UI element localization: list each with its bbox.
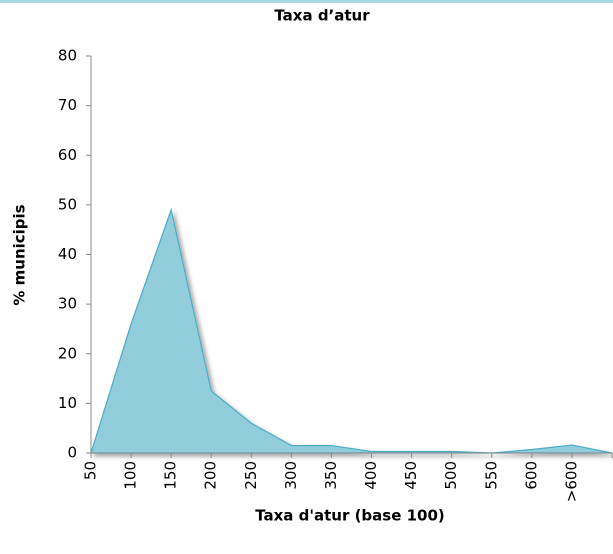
x-tick-label: 350 [322, 461, 340, 490]
x-tick-label: >600 [562, 461, 580, 502]
x-tick-label: 550 [482, 461, 500, 490]
y-tick-label: 0 [67, 444, 77, 462]
x-tick-label: 200 [202, 461, 220, 490]
x-tick-label: 150 [162, 461, 180, 490]
y-tick-label: 40 [58, 245, 77, 263]
x-tick-label: 300 [282, 461, 300, 490]
chart-title: Taxa d’atur [274, 7, 370, 25]
y-tick-label: 80 [58, 47, 77, 65]
x-tick-label: 400 [362, 461, 380, 490]
y-tick-label: 20 [58, 344, 77, 362]
area [90, 207, 613, 454]
x-tick-label: 50 [82, 461, 100, 480]
y-tick-label: 70 [58, 96, 77, 114]
y-tick-label: 50 [58, 195, 77, 213]
x-tick-label: 450 [402, 461, 420, 490]
y-axis-label: % municipis [11, 204, 29, 305]
x-tick-label: 250 [242, 461, 260, 490]
x-tick-label: 100 [122, 461, 140, 490]
y-tick-label: 30 [58, 295, 77, 313]
x-axis-label: Taxa d'atur (base 100) [255, 507, 445, 525]
x-tick-label: 600 [522, 461, 540, 490]
y-tick-label: 60 [58, 146, 77, 164]
x-tick-label: 500 [442, 461, 460, 490]
y-tick-label: 10 [58, 394, 77, 412]
